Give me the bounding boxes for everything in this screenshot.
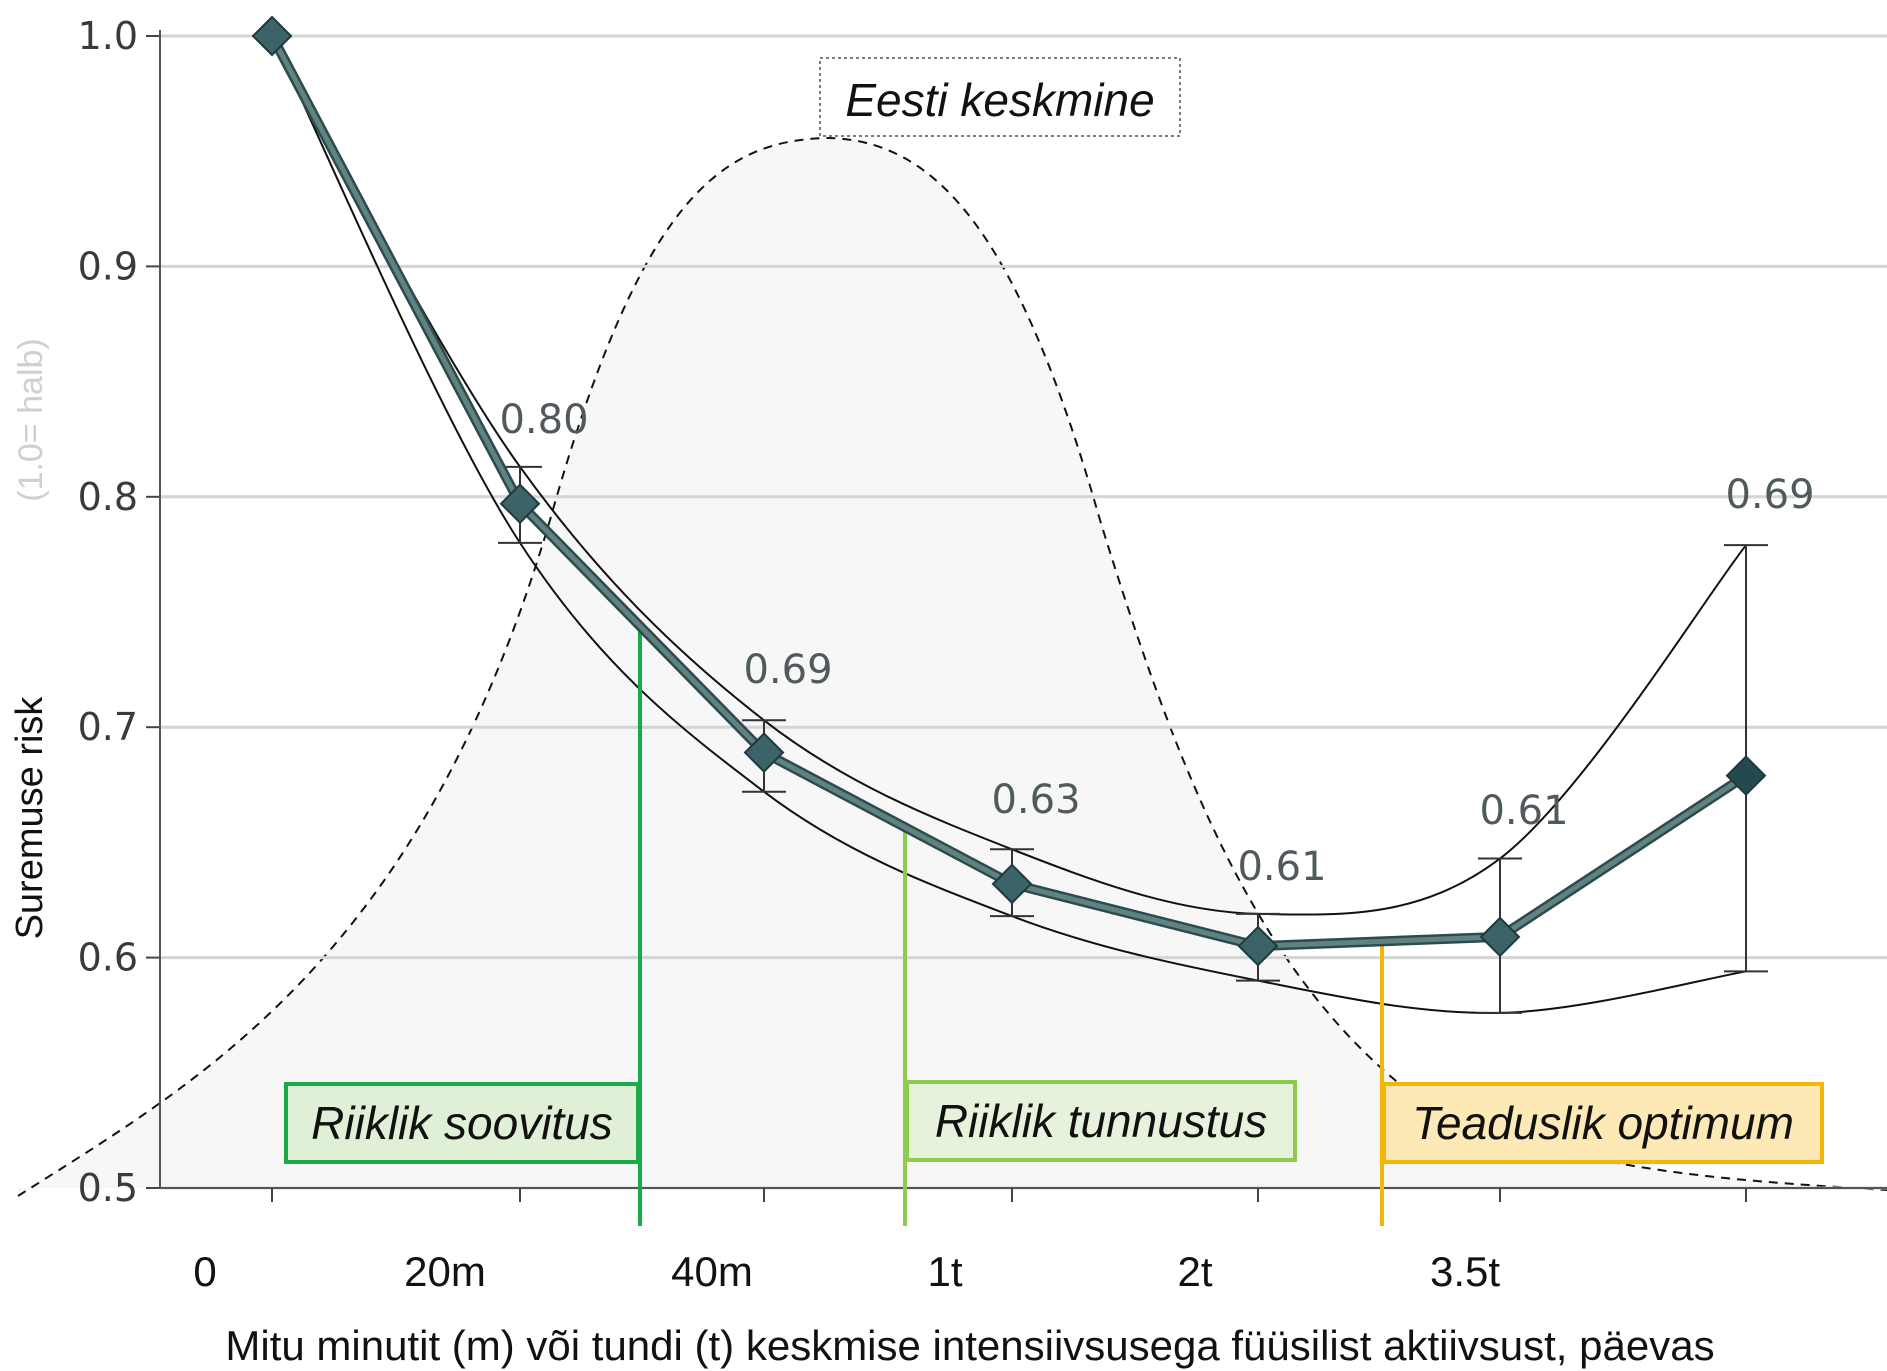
data-label: 0.69 bbox=[743, 647, 832, 693]
y-axis-title: Suremuse risk bbox=[9, 696, 51, 940]
threshold-box bbox=[284, 1082, 640, 1164]
y-tick-label: 0.9 bbox=[78, 244, 138, 288]
data-point bbox=[1479, 916, 1521, 958]
data-point bbox=[251, 15, 293, 57]
x-axis-title: Mitu minutit (m) või tundi (t) keskmise … bbox=[225, 1322, 1714, 1369]
x-tick-label: 2t bbox=[1177, 1248, 1212, 1295]
series-layer bbox=[251, 15, 1768, 1014]
threshold-box bbox=[905, 1080, 1297, 1162]
x-tick-label: 40m bbox=[671, 1248, 753, 1295]
y-tick-label: 0.6 bbox=[78, 936, 138, 980]
threshold-marker: Riiklik soovitus bbox=[284, 630, 642, 1226]
y-tick-label: 0.5 bbox=[78, 1166, 138, 1210]
grid-layer: 0.5 0.6 0.7 0.8 0.9 1.0 bbox=[78, 14, 1887, 1210]
data-label: 0.63 bbox=[991, 777, 1080, 823]
x-tick-label: 1t bbox=[927, 1248, 962, 1295]
x-tick-label: 20m bbox=[404, 1248, 486, 1295]
distribution-label-group: Eesti keskmine bbox=[819, 57, 1181, 137]
data-label: 0.80 bbox=[499, 397, 588, 443]
distribution-fill bbox=[18, 138, 1887, 1196]
label-layer: Eesti keskmine 0 20m 40m 1t 2t 3.5t 0.80 0.69 0.6… bbox=[193, 57, 1815, 1295]
data-point bbox=[1237, 925, 1279, 967]
y-tick-label: 0.8 bbox=[78, 475, 138, 519]
distribution-curve-layer bbox=[17, 136, 1887, 1197]
y-tick-label: 0.7 bbox=[78, 705, 138, 749]
data-label: 0.61 bbox=[1237, 844, 1326, 890]
distribution-label: Eesti keskmine bbox=[845, 74, 1154, 126]
y-tick-label: 1.0 bbox=[78, 14, 138, 58]
threshold-marker-layer: Riiklik soovitus Riiklik tunnustus Teadusl… bbox=[284, 630, 1824, 1226]
x-tick-label: 0 bbox=[193, 1248, 216, 1295]
data-label: 0.69 bbox=[1725, 472, 1814, 518]
distribution-label-box bbox=[819, 57, 1181, 137]
threshold-label: Teaduslik optimum bbox=[1412, 1097, 1794, 1149]
data-point bbox=[743, 732, 785, 773]
data-point bbox=[991, 863, 1033, 905]
data-point bbox=[499, 483, 541, 525]
threshold-label: Riiklik soovitus bbox=[311, 1097, 613, 1149]
threshold-box bbox=[1382, 1082, 1824, 1164]
ci-upper-curve bbox=[271, 35, 1747, 916]
x-tick-label: 3.5t bbox=[1430, 1248, 1500, 1295]
data-label: 0.61 bbox=[1479, 788, 1568, 834]
y-axis-note: (1.0= halb) bbox=[12, 338, 50, 502]
threshold-marker: Riiklik tunnustus bbox=[903, 828, 1297, 1226]
threshold-label: Riiklik tunnustus bbox=[935, 1095, 1267, 1147]
data-point bbox=[1725, 755, 1767, 796]
threshold-marker: Teaduslik optimum bbox=[1380, 940, 1824, 1226]
